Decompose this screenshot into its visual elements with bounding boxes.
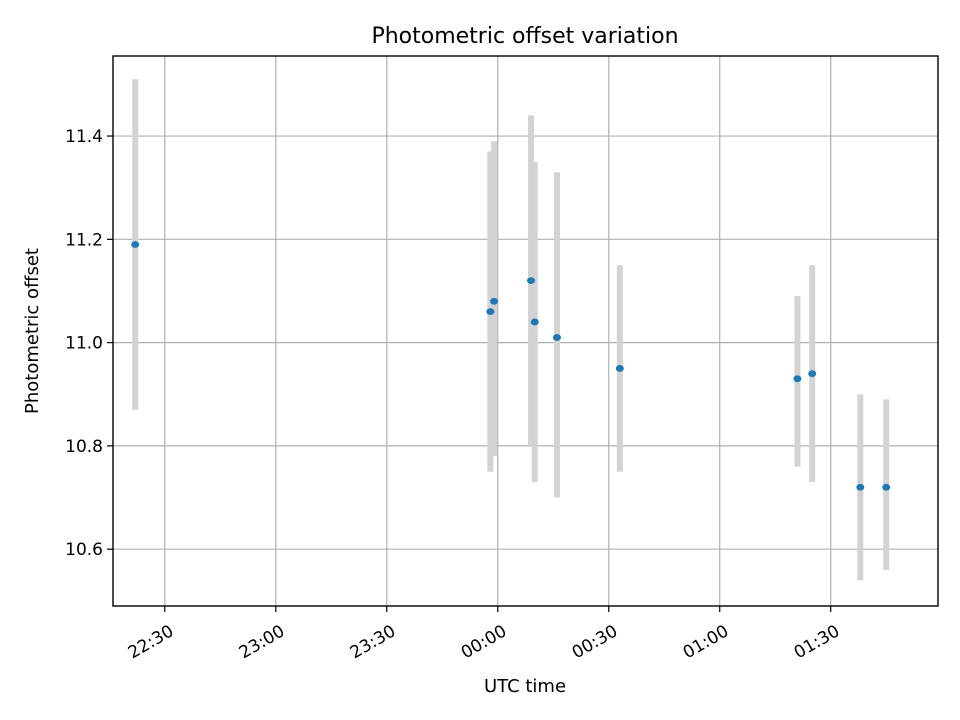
data-point xyxy=(856,483,865,491)
data-point xyxy=(808,370,817,378)
data-point xyxy=(882,483,891,491)
data-point xyxy=(490,297,499,305)
data-point xyxy=(552,334,561,341)
y-tick-label: 10.6 xyxy=(65,540,103,560)
data-point xyxy=(530,318,539,326)
grid xyxy=(113,56,938,606)
data-point xyxy=(615,365,624,372)
plot-frame xyxy=(112,55,939,607)
y-tick-label: 11.0 xyxy=(65,334,103,354)
data-point xyxy=(527,277,536,285)
y-tick-label: 11.4 xyxy=(65,127,103,147)
y-axis-label: Photometric offset xyxy=(22,248,43,414)
data-point xyxy=(793,375,802,383)
y-axis-ticks: 10.6 10.8 11.0 11.2 11.4 xyxy=(65,127,113,560)
chart-title: Photometric offset variation xyxy=(371,24,678,49)
data-point xyxy=(486,308,495,316)
y-tick-label: 11.2 xyxy=(65,230,103,250)
y-tick-label: 10.8 xyxy=(65,437,103,457)
x-axis-label: UTC time xyxy=(484,676,566,697)
data-points xyxy=(131,241,891,491)
data-point xyxy=(131,241,140,248)
